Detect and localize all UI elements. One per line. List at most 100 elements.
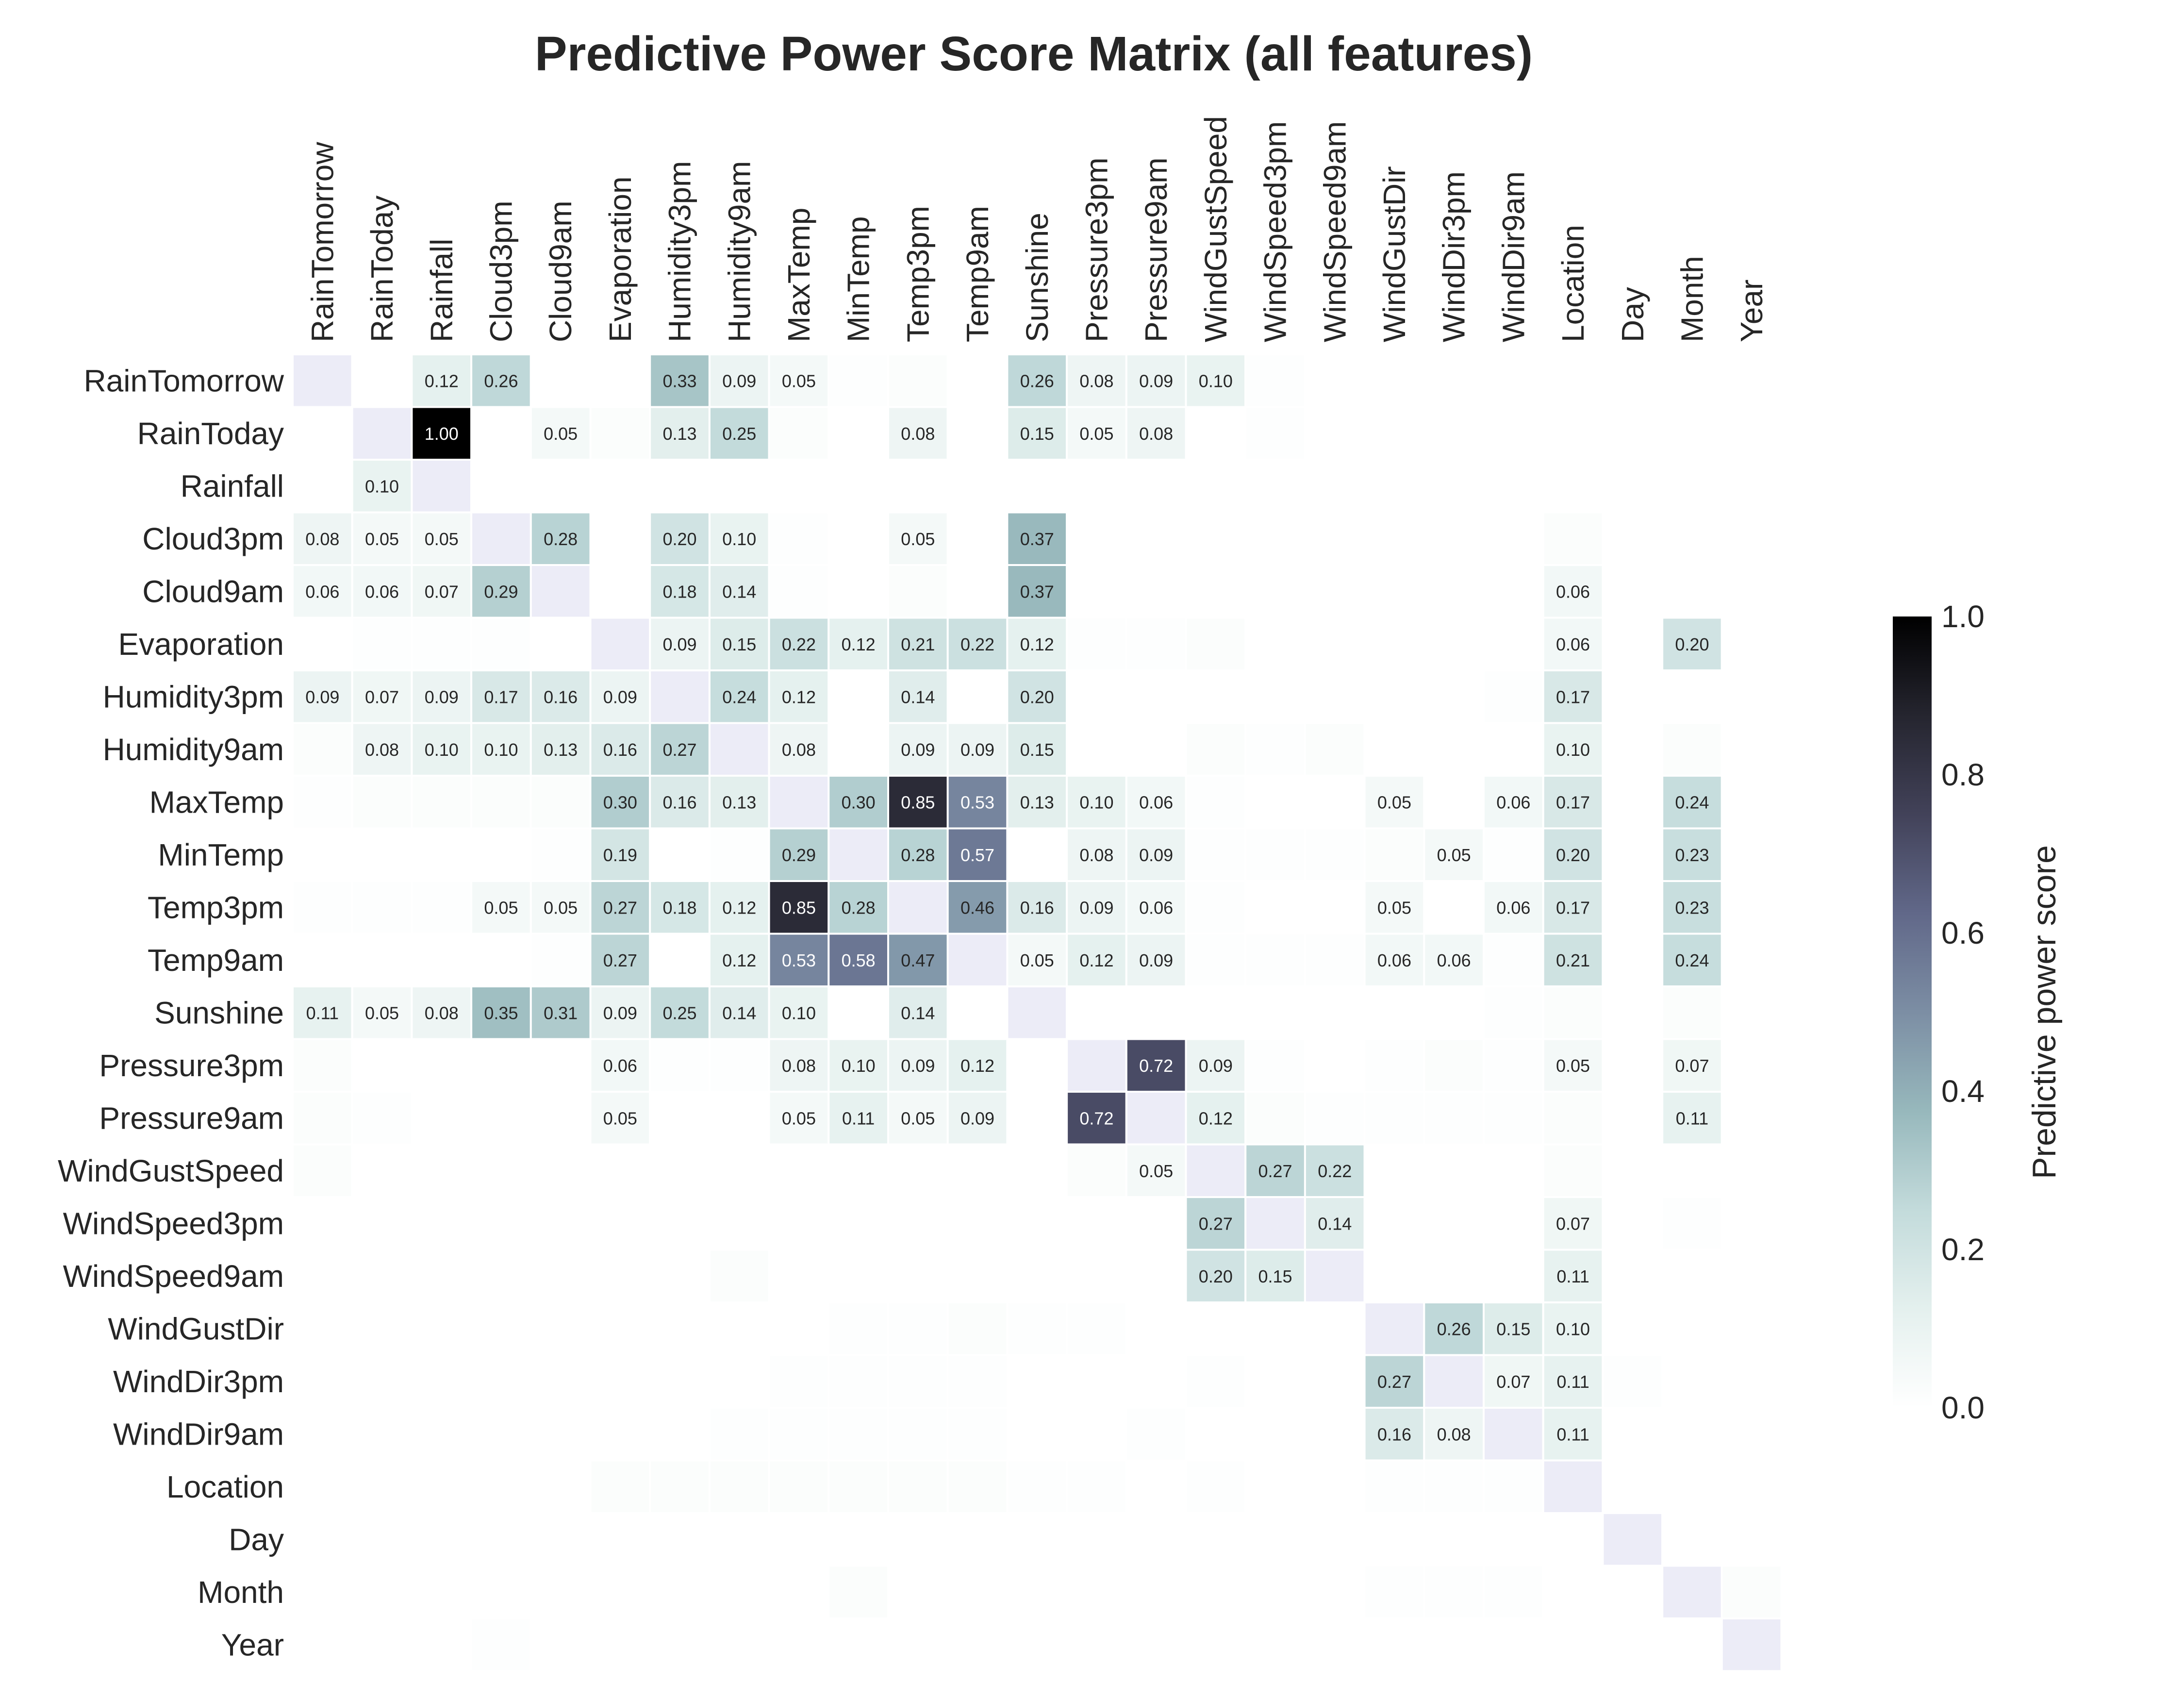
heatmap-cell bbox=[1363, 459, 1425, 514]
heatmap-cell bbox=[1006, 1249, 1068, 1303]
cell-value-label: 0.10 bbox=[1556, 740, 1590, 760]
heatmap-cell bbox=[1125, 1301, 1187, 1356]
heatmap-cell bbox=[827, 1249, 890, 1303]
heatmap-cell bbox=[1244, 669, 1306, 724]
heatmap-cell bbox=[946, 511, 1009, 566]
heatmap-cell bbox=[1185, 1617, 1247, 1672]
heatmap-cell bbox=[708, 775, 770, 830]
heatmap-cell bbox=[649, 1459, 711, 1514]
heatmap-cell bbox=[1483, 985, 1544, 1040]
heatmap-cell bbox=[1542, 1617, 1604, 1672]
heatmap-cell bbox=[1602, 880, 1664, 935]
cell-value-label: 0.27 bbox=[603, 898, 637, 917]
heatmap-cell bbox=[589, 1196, 651, 1251]
heatmap-cell bbox=[1363, 827, 1425, 882]
heatmap-cell bbox=[1244, 353, 1306, 408]
cell-value-label: 0.05 bbox=[1377, 898, 1411, 917]
y-tick-label: RainTomorrow bbox=[83, 363, 284, 398]
cell-value-label: 0.53 bbox=[782, 950, 816, 970]
heatmap-cell bbox=[292, 1459, 353, 1514]
heatmap-cell bbox=[708, 564, 770, 619]
x-tick-label: Day bbox=[1615, 287, 1650, 342]
heatmap-cell bbox=[292, 933, 353, 987]
cell-value-label: 0.26 bbox=[1020, 371, 1054, 391]
heatmap-cell bbox=[768, 1565, 830, 1619]
heatmap-cell bbox=[1066, 353, 1127, 408]
cell-value-label: 0.28 bbox=[544, 529, 578, 549]
heatmap-cell bbox=[529, 1038, 592, 1093]
heatmap-cell bbox=[1304, 1565, 1366, 1619]
diagonal-cell bbox=[1244, 1196, 1306, 1251]
heatmap-cell bbox=[1304, 985, 1366, 1040]
heatmap-cell bbox=[1721, 669, 1783, 724]
heatmap-cell bbox=[1304, 775, 1366, 830]
heatmap-cell bbox=[887, 669, 949, 724]
heatmap-cell bbox=[708, 1354, 770, 1409]
cell-value-label: 0.11 bbox=[306, 1003, 339, 1023]
cell-value-label: 0.10 bbox=[1079, 792, 1113, 812]
y-tick-label: Location bbox=[166, 1469, 284, 1504]
heatmap-cell bbox=[1066, 1301, 1127, 1356]
cell-value-label: 0.12 bbox=[1199, 1108, 1233, 1128]
chart-title: Predictive Power Score Matrix (all featu… bbox=[535, 27, 1533, 81]
heatmap-cell bbox=[1066, 1617, 1127, 1672]
cell-value-label: 0.23 bbox=[1675, 898, 1709, 917]
heatmap-cell bbox=[827, 511, 890, 566]
heatmap-cell bbox=[1483, 616, 1544, 671]
heatmap-cell bbox=[1244, 1354, 1306, 1409]
heatmap-cell bbox=[351, 827, 413, 882]
cell-value-label: 0.06 bbox=[1496, 792, 1530, 812]
x-tick-label: WindDir3pm bbox=[1437, 171, 1472, 342]
heatmap-cell bbox=[1602, 1354, 1664, 1409]
heatmap-cell bbox=[411, 1038, 473, 1093]
cell-value-label: 0.37 bbox=[1020, 529, 1054, 549]
heatmap-cell bbox=[1602, 1565, 1664, 1619]
heatmap-cell bbox=[768, 1354, 830, 1409]
heatmap-cell bbox=[411, 933, 473, 987]
heatmap-cell bbox=[589, 564, 651, 619]
heatmap-cell bbox=[887, 1354, 949, 1409]
cell-value-label: 0.10 bbox=[722, 529, 756, 549]
heatmap-cell bbox=[1602, 616, 1664, 671]
heatmap-cell bbox=[1542, 1407, 1604, 1462]
heatmap-cell bbox=[649, 459, 711, 514]
heatmap-cell bbox=[1244, 827, 1306, 882]
heatmap-cell bbox=[351, 1354, 413, 1409]
heatmap-cell bbox=[946, 564, 1009, 619]
x-tick-label: Evaporation bbox=[603, 176, 638, 342]
heatmap-cell bbox=[1542, 933, 1604, 987]
heatmap-cell bbox=[887, 1038, 949, 1093]
heatmap-cell bbox=[1542, 616, 1604, 671]
heatmap-cell bbox=[887, 353, 949, 408]
cell-value-label: 0.15 bbox=[1020, 740, 1054, 760]
heatmap-cell bbox=[351, 880, 413, 935]
y-tick-label: WindDir9am bbox=[113, 1416, 284, 1451]
heatmap-cell bbox=[827, 1459, 890, 1514]
cell-value-label: 0.20 bbox=[1199, 1266, 1233, 1286]
cell-value-label: 0.12 bbox=[722, 898, 756, 917]
heatmap-cell bbox=[946, 1459, 1009, 1514]
heatmap-cell bbox=[1185, 1565, 1247, 1619]
heatmap-cell bbox=[1304, 1143, 1366, 1198]
heatmap-cell bbox=[1066, 827, 1127, 882]
heatmap-cell bbox=[1363, 722, 1425, 777]
heatmap-cell bbox=[649, 1143, 711, 1198]
cell-value-label: 0.08 bbox=[1079, 845, 1113, 865]
heatmap-cell bbox=[1661, 933, 1723, 987]
heatmap-cell bbox=[470, 1565, 532, 1619]
heatmap-cell bbox=[708, 1565, 770, 1619]
heatmap-cell bbox=[887, 1617, 949, 1672]
heatmap-cell bbox=[1304, 722, 1366, 777]
heatmap-cell bbox=[411, 1512, 473, 1567]
heatmap-cell bbox=[470, 564, 532, 619]
cell-value-label: 0.12 bbox=[960, 1056, 994, 1076]
heatmap-cell bbox=[1542, 827, 1604, 882]
heatmap-cell bbox=[1483, 406, 1544, 461]
heatmap-cell bbox=[827, 1301, 890, 1356]
heatmap-cell bbox=[1542, 564, 1604, 619]
cell-value-label: 0.06 bbox=[1437, 950, 1471, 970]
heatmap-cell bbox=[1185, 564, 1247, 619]
heatmap-cell bbox=[946, 1565, 1009, 1619]
heatmap-cell bbox=[1661, 1407, 1723, 1462]
heatmap-cell bbox=[1363, 985, 1425, 1040]
